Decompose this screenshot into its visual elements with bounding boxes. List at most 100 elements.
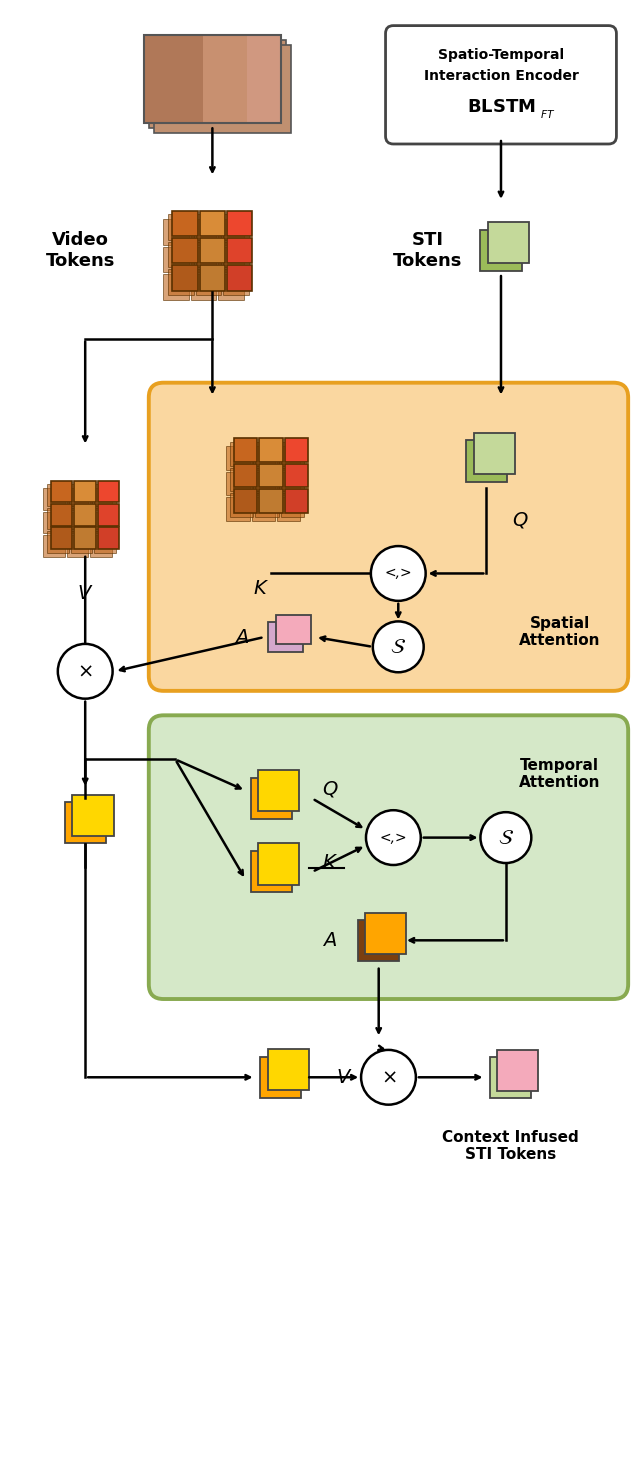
- FancyBboxPatch shape: [490, 1056, 531, 1097]
- FancyBboxPatch shape: [90, 489, 111, 509]
- FancyBboxPatch shape: [285, 489, 308, 512]
- FancyBboxPatch shape: [281, 493, 305, 516]
- Text: $\times$: $\times$: [77, 662, 93, 681]
- Text: $V$: $V$: [77, 584, 93, 603]
- FancyBboxPatch shape: [148, 382, 628, 692]
- FancyBboxPatch shape: [255, 442, 279, 465]
- FancyBboxPatch shape: [70, 484, 92, 506]
- FancyBboxPatch shape: [74, 528, 96, 549]
- FancyBboxPatch shape: [94, 531, 116, 553]
- FancyBboxPatch shape: [191, 274, 216, 299]
- FancyBboxPatch shape: [43, 489, 65, 509]
- FancyBboxPatch shape: [172, 210, 198, 236]
- FancyBboxPatch shape: [196, 214, 221, 239]
- Text: $\mathcal{S}$: $\mathcal{S}$: [390, 636, 406, 657]
- FancyBboxPatch shape: [148, 715, 628, 999]
- FancyBboxPatch shape: [276, 614, 311, 643]
- FancyBboxPatch shape: [268, 1049, 309, 1090]
- FancyBboxPatch shape: [144, 35, 203, 124]
- FancyBboxPatch shape: [268, 623, 303, 652]
- FancyBboxPatch shape: [259, 439, 283, 463]
- FancyBboxPatch shape: [47, 484, 68, 506]
- FancyBboxPatch shape: [218, 247, 244, 273]
- FancyBboxPatch shape: [259, 770, 300, 811]
- FancyBboxPatch shape: [154, 45, 291, 133]
- FancyBboxPatch shape: [51, 480, 72, 502]
- Circle shape: [366, 810, 420, 865]
- FancyBboxPatch shape: [67, 535, 88, 557]
- FancyBboxPatch shape: [43, 535, 65, 557]
- FancyBboxPatch shape: [230, 493, 253, 516]
- Circle shape: [373, 622, 424, 673]
- FancyBboxPatch shape: [74, 503, 96, 525]
- FancyBboxPatch shape: [234, 439, 257, 463]
- Text: $V$: $V$: [336, 1068, 353, 1087]
- FancyBboxPatch shape: [234, 464, 257, 487]
- FancyBboxPatch shape: [98, 503, 120, 525]
- FancyBboxPatch shape: [47, 531, 68, 553]
- Text: <,>: <,>: [380, 830, 407, 845]
- FancyBboxPatch shape: [51, 528, 72, 549]
- FancyBboxPatch shape: [250, 851, 292, 893]
- FancyBboxPatch shape: [488, 222, 529, 263]
- FancyBboxPatch shape: [252, 471, 275, 495]
- Text: $K$: $K$: [322, 852, 338, 871]
- FancyBboxPatch shape: [246, 35, 281, 124]
- Text: STI
Tokens: STI Tokens: [393, 231, 462, 270]
- FancyBboxPatch shape: [168, 270, 194, 295]
- FancyBboxPatch shape: [227, 266, 253, 290]
- FancyBboxPatch shape: [255, 468, 279, 492]
- FancyBboxPatch shape: [196, 270, 221, 295]
- FancyBboxPatch shape: [98, 480, 120, 502]
- Text: Temporal
Attention: Temporal Attention: [519, 757, 600, 791]
- Text: $\mathcal{S}$: $\mathcal{S}$: [498, 827, 514, 848]
- FancyBboxPatch shape: [255, 493, 279, 516]
- FancyBboxPatch shape: [226, 471, 250, 495]
- Text: Video
Tokens: Video Tokens: [45, 231, 115, 270]
- FancyBboxPatch shape: [385, 26, 616, 144]
- Text: $A$: $A$: [323, 931, 337, 950]
- FancyBboxPatch shape: [230, 468, 253, 492]
- FancyBboxPatch shape: [227, 238, 253, 263]
- FancyBboxPatch shape: [172, 266, 198, 290]
- FancyBboxPatch shape: [67, 512, 88, 534]
- FancyBboxPatch shape: [196, 242, 221, 267]
- FancyBboxPatch shape: [277, 498, 300, 521]
- FancyBboxPatch shape: [252, 446, 275, 470]
- FancyBboxPatch shape: [94, 508, 116, 530]
- FancyBboxPatch shape: [94, 484, 116, 506]
- FancyBboxPatch shape: [466, 441, 507, 481]
- Circle shape: [58, 643, 113, 699]
- FancyBboxPatch shape: [259, 843, 300, 884]
- Text: Spatio-Temporal: Spatio-Temporal: [438, 48, 564, 61]
- FancyBboxPatch shape: [218, 219, 244, 245]
- FancyBboxPatch shape: [285, 464, 308, 487]
- FancyBboxPatch shape: [223, 214, 248, 239]
- FancyBboxPatch shape: [497, 1050, 538, 1091]
- FancyBboxPatch shape: [200, 210, 225, 236]
- FancyBboxPatch shape: [481, 231, 522, 271]
- FancyBboxPatch shape: [277, 471, 300, 495]
- FancyBboxPatch shape: [226, 446, 250, 470]
- Text: $_{FT}$: $_{FT}$: [540, 107, 556, 121]
- FancyBboxPatch shape: [365, 913, 406, 954]
- FancyBboxPatch shape: [168, 242, 194, 267]
- FancyBboxPatch shape: [172, 238, 198, 263]
- FancyBboxPatch shape: [474, 432, 515, 474]
- Text: $\times$: $\times$: [381, 1068, 396, 1087]
- FancyBboxPatch shape: [218, 274, 244, 299]
- FancyBboxPatch shape: [191, 247, 216, 273]
- Text: $A$: $A$: [234, 627, 249, 646]
- FancyBboxPatch shape: [260, 1056, 301, 1097]
- FancyBboxPatch shape: [191, 219, 216, 245]
- Circle shape: [361, 1050, 416, 1104]
- FancyBboxPatch shape: [74, 480, 96, 502]
- FancyBboxPatch shape: [281, 468, 305, 492]
- FancyBboxPatch shape: [148, 41, 285, 128]
- FancyBboxPatch shape: [259, 464, 283, 487]
- FancyBboxPatch shape: [67, 489, 88, 509]
- FancyBboxPatch shape: [72, 795, 113, 836]
- Text: $Q$: $Q$: [512, 509, 529, 530]
- FancyBboxPatch shape: [163, 247, 189, 273]
- Text: <,>: <,>: [385, 566, 412, 581]
